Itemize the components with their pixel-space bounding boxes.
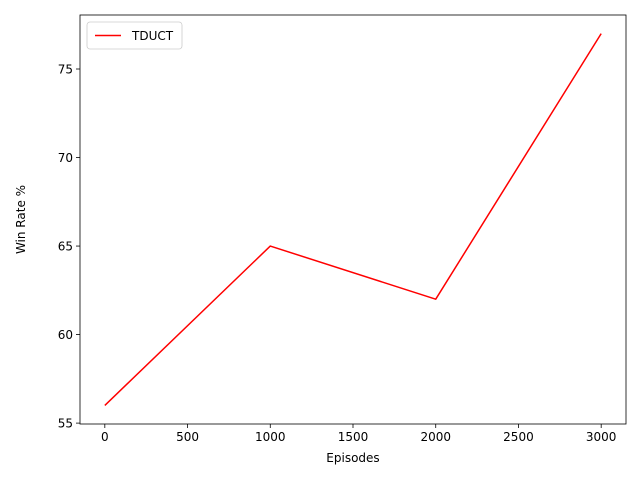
series-line-0 <box>104 33 602 406</box>
y-tick-label: 65 <box>58 240 73 254</box>
x-tick-label: 2500 <box>503 430 534 444</box>
legend: TDUCT <box>86 21 183 50</box>
series-layer <box>104 33 602 406</box>
x-tick-label: 2000 <box>420 430 451 444</box>
y-tick-label: 55 <box>58 417 73 431</box>
x-tick-label: 0 <box>101 430 109 444</box>
x-tick-label: 3000 <box>586 430 617 444</box>
x-axis-ticks: 0 500 1000 1500 2000 2500 3000 <box>101 424 616 444</box>
y-tick-label: 60 <box>58 328 73 342</box>
legend-box <box>86 21 183 50</box>
x-axis-label: Episodes <box>326 451 379 465</box>
y-tick-label: 70 <box>58 151 73 165</box>
y-axis-label: Win Rate % <box>14 185 28 254</box>
y-axis-ticks: 55 60 65 70 75 <box>58 63 80 431</box>
legend-label: TDUCT <box>131 29 174 43</box>
x-tick-label: 1000 <box>255 430 286 444</box>
plot-area <box>80 15 626 424</box>
y-tick-label: 75 <box>58 63 73 77</box>
x-tick-label: 500 <box>176 430 199 444</box>
x-tick-label: 1500 <box>338 430 369 444</box>
